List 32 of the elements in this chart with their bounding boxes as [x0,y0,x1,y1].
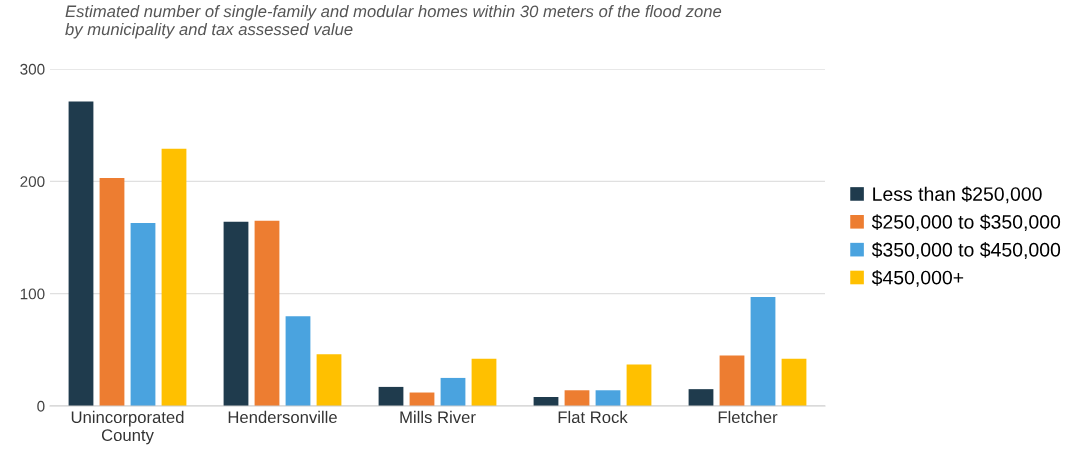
x-tick-label: Flat Rock [558,410,628,424]
x-tick-label: Fletcher [718,410,778,424]
bar [161,148,187,406]
bar [719,355,745,406]
bar [471,358,497,406]
x-tick-label: Mills River [400,410,476,424]
legend-label: $250,000 to $350,000 [871,214,1061,232]
bar [130,222,156,406]
bar [285,316,311,406]
bar [750,297,776,406]
bar [440,377,466,406]
bar [626,364,652,406]
bar [223,221,249,406]
bar [254,220,280,406]
y-tick-label: 100 [20,288,45,300]
bar [316,354,342,406]
legend-label: Less than $250,000 [873,186,1042,204]
legend-label: $350,000 to $450,000 [871,242,1061,259]
legend-label: $450,000+ [871,269,964,287]
bar [99,177,125,406]
chart-title: Estimated number of single-family and modular homes within 30 meters of the flood zone by municipality and tax assessed value [65,5,722,39]
bar [781,358,807,406]
bar [378,386,404,406]
bar [595,390,621,406]
x-tick-label: Hendersonville [228,410,337,424]
y-tick-label: 200 [20,176,45,188]
bar [688,389,714,406]
y-tick-label: 0 [37,400,45,412]
bar [68,101,94,406]
bar [564,390,590,406]
x-tick-label: Unincorporated County [71,410,184,445]
y-tick-label: 300 [20,63,45,75]
